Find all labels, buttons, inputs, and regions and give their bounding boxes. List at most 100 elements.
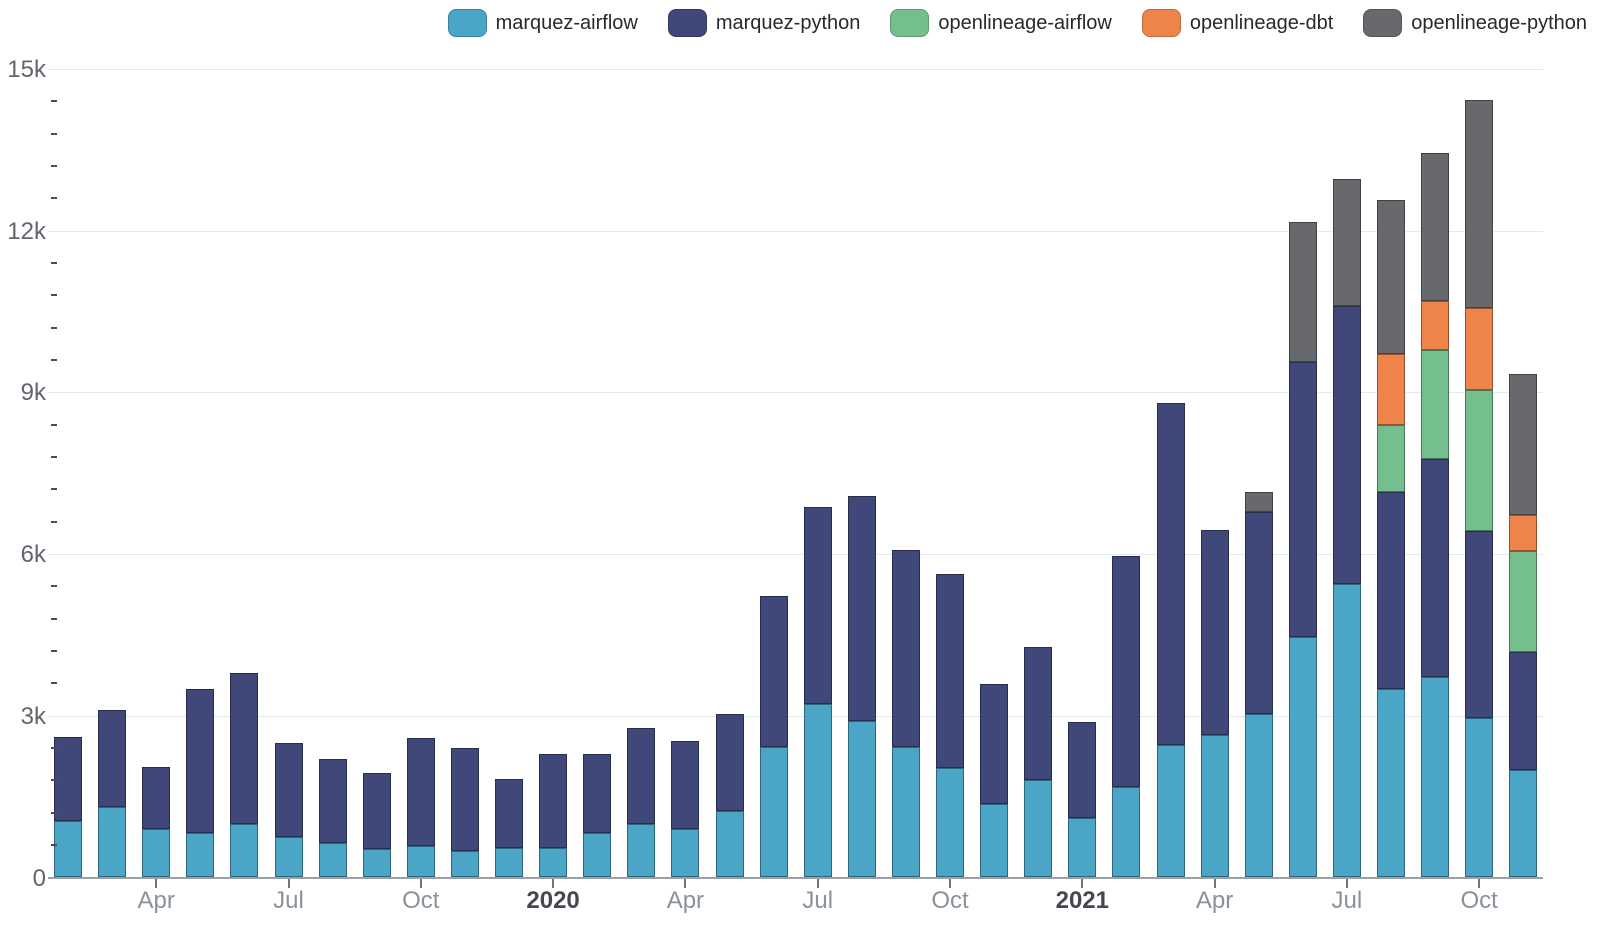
bar-Aug 2019-marquez-airflow[interactable] (318, 843, 347, 878)
bar-Nov 2021-openlineage-python[interactable] (1509, 374, 1538, 515)
y-minor-tick (51, 617, 57, 620)
bar-Jan 2021-marquez-python[interactable] (1068, 722, 1097, 818)
bar-Jan 2020-marquez-airflow[interactable] (539, 847, 568, 878)
bar-May 2019-marquez-python[interactable] (186, 688, 215, 833)
bar-Nov 2019-marquez-python[interactable] (450, 748, 479, 851)
bar-Oct 2021-openlineage-dbt[interactable] (1465, 307, 1494, 390)
bar-Oct 2021-marquez-python[interactable] (1465, 531, 1494, 719)
bar-Feb 2020-marquez-airflow[interactable] (583, 833, 612, 878)
bar-Nov 2021-marquez-airflow[interactable] (1509, 769, 1538, 878)
legend-swatch-icon (447, 9, 487, 37)
bar-Oct 2020-marquez-airflow[interactable] (936, 767, 964, 878)
bar-Mar 2019-marquez-airflow[interactable] (98, 807, 127, 878)
bar-Jun 2021-marquez-airflow[interactable] (1288, 637, 1317, 878)
bar-Mar 2020-marquez-python[interactable] (627, 728, 656, 825)
bar-Oct 2021-openlineage-airflow[interactable] (1465, 389, 1494, 532)
y-minor-tick (51, 682, 57, 685)
bar-Nov 2019-marquez-airflow[interactable] (450, 850, 479, 878)
bar-May 2021-marquez-airflow[interactable] (1244, 714, 1273, 878)
bar-Dec 2019-marquez-airflow[interactable] (495, 847, 523, 878)
legend-swatch-icon (1141, 9, 1181, 37)
legend: marquez-airflow marquez-python openlineage… (0, 8, 1587, 38)
bar-Aug 2021-openlineage-python[interactable] (1377, 199, 1405, 355)
bar-Nov 2021-openlineage-airflow[interactable] (1509, 551, 1538, 653)
legend-item-openlineage-airflow[interactable]: openlineage-airflow (890, 9, 1112, 37)
bar-May 2020-marquez-python[interactable] (715, 714, 744, 811)
bar-Aug 2021-marquez-python[interactable] (1377, 492, 1405, 689)
y-minor-tick (51, 520, 57, 523)
bar-Sep 2020-marquez-airflow[interactable] (891, 746, 920, 878)
bar-Jun 2021-marquez-python[interactable] (1288, 361, 1317, 638)
bar-May 2021-marquez-python[interactable] (1244, 511, 1273, 715)
bar-Mar 2021-marquez-python[interactable] (1156, 403, 1185, 745)
bar-Jun 2021-openlineage-python[interactable] (1288, 221, 1317, 362)
bar-Oct 2021-marquez-airflow[interactable] (1465, 718, 1494, 878)
bar-Apr 2019-marquez-python[interactable] (142, 767, 171, 829)
bar-Jul 2021-openlineage-python[interactable] (1332, 179, 1361, 307)
y-minor-tick (51, 197, 57, 200)
bar-Sep 2021-marquez-python[interactable] (1421, 458, 1450, 677)
bar-Mar 2020-marquez-airflow[interactable] (627, 824, 656, 878)
bar-Aug 2021-openlineage-dbt[interactable] (1377, 354, 1405, 426)
bar-Jul 2020-marquez-python[interactable] (803, 507, 832, 704)
bar-Apr 2021-marquez-airflow[interactable] (1200, 735, 1229, 878)
bar-Mar 2021-marquez-airflow[interactable] (1156, 744, 1185, 878)
bar-Sep 2019-marquez-python[interactable] (362, 773, 391, 849)
bar-Aug 2021-openlineage-airflow[interactable] (1377, 425, 1405, 493)
bar-Jul 2021-marquez-airflow[interactable] (1332, 584, 1361, 878)
bar-Jun 2020-marquez-airflow[interactable] (759, 747, 788, 878)
bar-Apr 2020-marquez-python[interactable] (671, 740, 700, 829)
bar-Apr 2020-marquez-airflow[interactable] (671, 828, 700, 878)
bar-Apr 2019-marquez-airflow[interactable] (142, 828, 171, 878)
legend-item-marquez-python[interactable]: marquez-python (667, 9, 860, 37)
bar-Sep 2019-marquez-airflow[interactable] (362, 848, 391, 878)
bar-May 2019-marquez-airflow[interactable] (186, 832, 215, 878)
bar-Oct 2019-marquez-python[interactable] (406, 737, 435, 846)
bar-Jul 2019-marquez-python[interactable] (274, 742, 303, 838)
bar-Oct 2019-marquez-airflow[interactable] (406, 845, 435, 878)
bar-Aug 2020-marquez-airflow[interactable] (847, 721, 876, 878)
bar-Oct 2021-openlineage-python[interactable] (1465, 100, 1494, 308)
bar-Feb 2020-marquez-python[interactable] (583, 753, 612, 834)
bar-Jan 2021-marquez-airflow[interactable] (1068, 817, 1097, 878)
bar-Sep 2020-marquez-python[interactable] (891, 549, 920, 747)
bar-Sep 2021-openlineage-python[interactable] (1421, 153, 1450, 302)
bar-Jun 2019-marquez-airflow[interactable] (230, 823, 259, 878)
bar-Sep 2021-openlineage-airflow[interactable] (1421, 350, 1450, 459)
bar-Nov 2020-marquez-airflow[interactable] (980, 804, 1009, 878)
x-axis-label-2020: 2020 (526, 887, 580, 914)
bar-Jan 2020-marquez-python[interactable] (539, 753, 568, 848)
bar-Nov 2020-marquez-python[interactable] (980, 683, 1009, 805)
x-axis-label-Oct: Oct (931, 887, 969, 914)
bar-Jun 2020-marquez-python[interactable] (759, 595, 788, 748)
bar-Oct 2020-marquez-python[interactable] (936, 573, 964, 768)
bar-Aug 2020-marquez-python[interactable] (847, 496, 876, 722)
bar-Mar 2019-marquez-python[interactable] (98, 710, 127, 808)
bar-Dec 2019-marquez-python[interactable] (495, 778, 523, 848)
bar-Dec 2020-marquez-airflow[interactable] (1024, 779, 1053, 878)
bar-Jul 2019-marquez-airflow[interactable] (274, 837, 303, 878)
legend-item-openlineage-python[interactable]: openlineage-python (1363, 9, 1587, 37)
bar-Feb 2021-marquez-python[interactable] (1112, 555, 1141, 788)
bar-Jul 2021-marquez-python[interactable] (1332, 306, 1361, 585)
bar-Feb 2021-marquez-airflow[interactable] (1112, 787, 1141, 878)
bar-Apr 2021-marquez-python[interactable] (1200, 530, 1229, 736)
bar-Dec 2020-marquez-python[interactable] (1024, 647, 1053, 780)
y-minor-tick (51, 165, 57, 168)
x-axis-label-Jul: Jul (1331, 887, 1363, 914)
bar-Feb 2019-marquez-airflow[interactable] (54, 820, 82, 878)
bar-Jun 2019-marquez-python[interactable] (230, 672, 259, 824)
x-tick-Jan 2020 (552, 879, 555, 888)
bar-May 2020-marquez-airflow[interactable] (715, 810, 744, 878)
bar-Aug 2021-marquez-airflow[interactable] (1377, 688, 1405, 878)
bar-Sep 2021-openlineage-dbt[interactable] (1421, 301, 1450, 351)
bar-Nov 2021-marquez-python[interactable] (1509, 652, 1538, 770)
bar-Sep 2021-marquez-airflow[interactable] (1421, 676, 1450, 878)
bar-Nov 2021-openlineage-dbt[interactable] (1509, 514, 1538, 552)
bar-Jul 2020-marquez-airflow[interactable] (803, 703, 832, 878)
legend-item-marquez-airflow[interactable]: marquez-airflow (447, 9, 638, 37)
bar-Aug 2019-marquez-python[interactable] (318, 758, 347, 843)
bar-May 2021-openlineage-python[interactable] (1244, 492, 1273, 512)
bar-Feb 2019-marquez-python[interactable] (54, 737, 82, 821)
legend-item-openlineage-dbt[interactable]: openlineage-dbt (1141, 9, 1333, 37)
